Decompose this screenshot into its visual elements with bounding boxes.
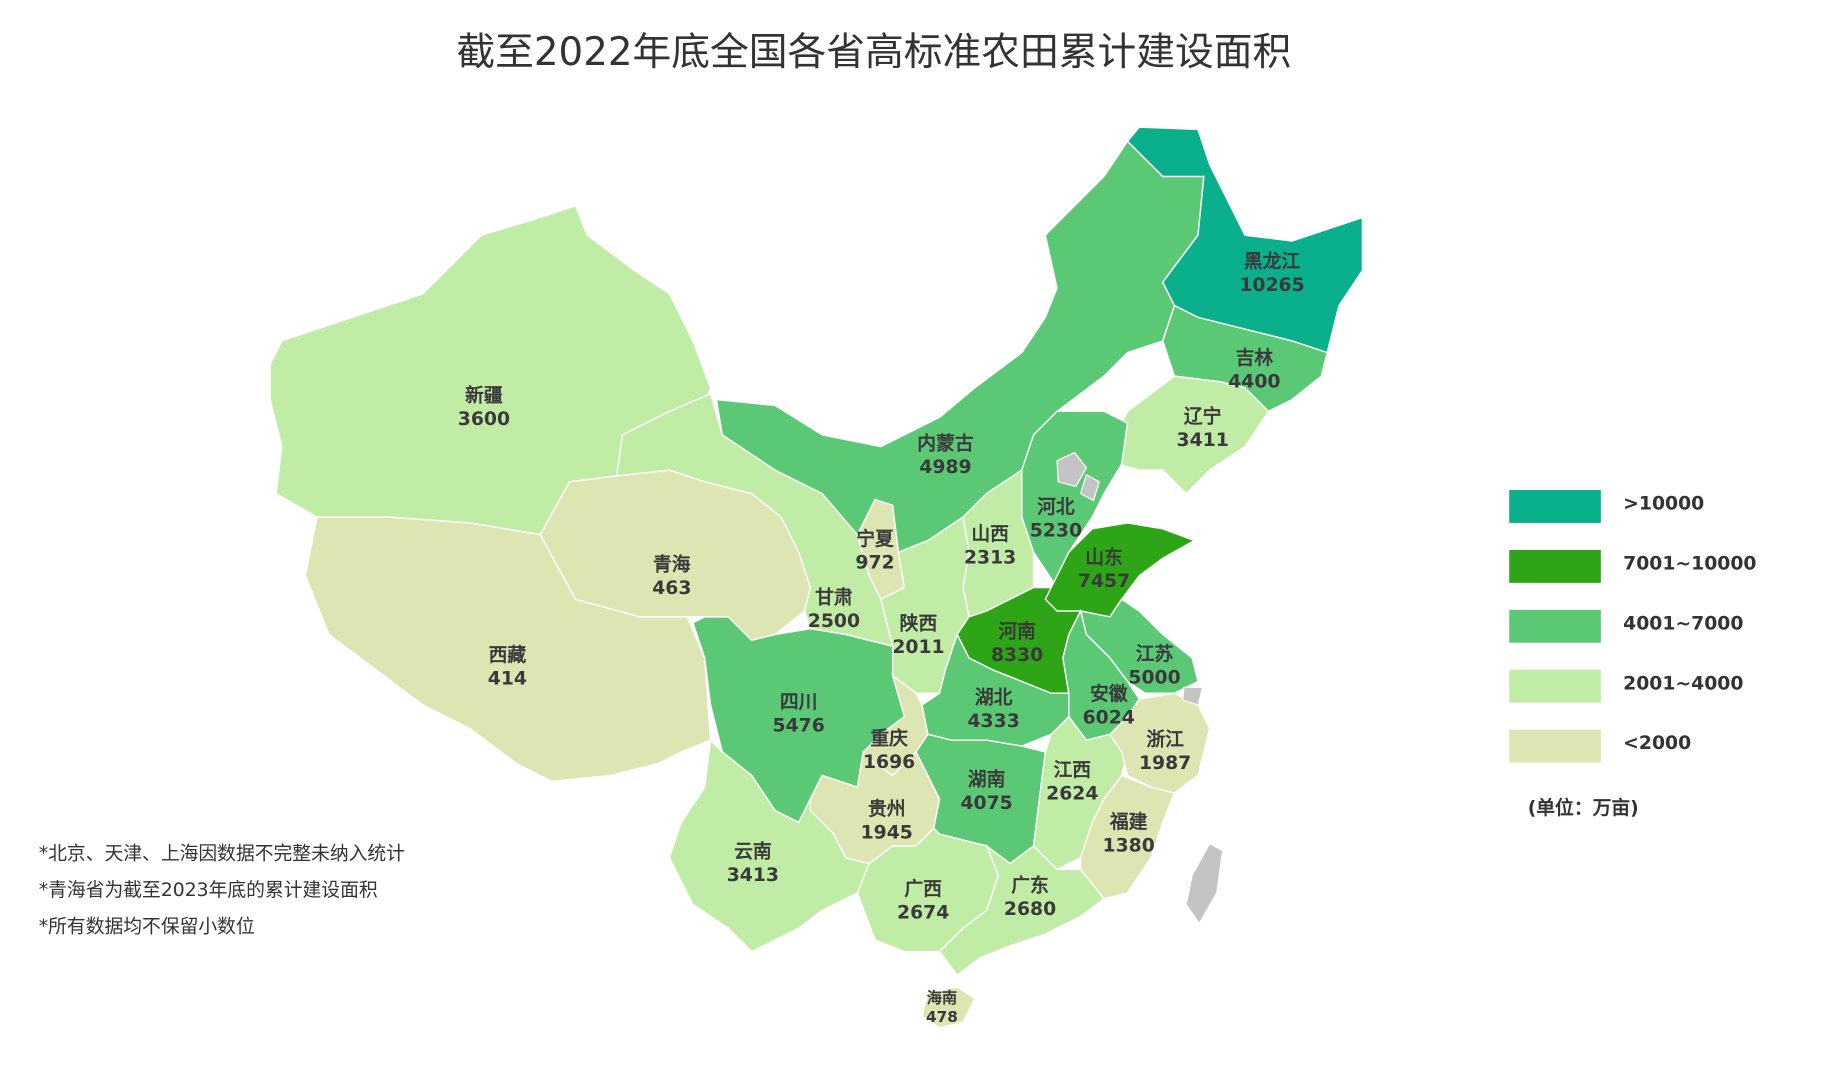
province-value: 1696 (863, 752, 915, 773)
province-value: 10265 (1239, 275, 1304, 296)
province-value: 4075 (960, 793, 1012, 814)
province-name: 湖北 (975, 686, 1013, 708)
province-value: 2624 (1046, 784, 1098, 805)
province-value: 1987 (1139, 753, 1191, 774)
legend-swatch (1509, 729, 1601, 763)
province-value: 2680 (1004, 899, 1056, 920)
province-name: 重庆 (870, 727, 908, 750)
province-name: 辽宁 (1184, 405, 1222, 428)
province-value: 3413 (727, 865, 779, 886)
beijing (1056, 451, 1088, 488)
legend-label: <2000 (1623, 733, 1691, 754)
province-value: 2011 (892, 637, 944, 658)
legend-swatch (1509, 490, 1601, 523)
province-name: 山西 (971, 523, 1009, 545)
province (921, 986, 976, 1029)
province-name: 新疆 (465, 384, 503, 407)
province-value: 4989 (919, 457, 971, 478)
province-value: 7457 (1078, 571, 1130, 592)
province (1079, 774, 1176, 900)
province-name: 浙江 (1146, 728, 1184, 751)
province-value: 1380 (1103, 835, 1155, 856)
legend-swatch (1509, 609, 1601, 643)
province-value: 6024 (1083, 707, 1135, 728)
province-value: 972 (855, 552, 894, 573)
province-value: 4400 (1228, 371, 1280, 392)
legend-label: >10000 (1623, 494, 1704, 515)
note: *北京、天津、上海因数据不完整未纳入统计 (39, 843, 405, 865)
regions (269, 126, 1364, 1029)
province-value: 4333 (967, 711, 1019, 732)
province-value: 8330 (991, 645, 1043, 666)
province-value: 5000 (1128, 667, 1180, 688)
legend-swatch (1509, 669, 1601, 703)
province-value: 414 (488, 669, 527, 690)
province-value: 5476 (773, 716, 825, 737)
province-name: 云南 (734, 840, 772, 862)
tianjin (1079, 473, 1101, 502)
legend-label: 7001~10000 (1623, 554, 1756, 575)
province-name: 西藏 (489, 643, 527, 666)
legend-swatch (1509, 549, 1601, 583)
province (1115, 375, 1270, 495)
province-name: 广西 (904, 877, 942, 900)
province (1108, 692, 1211, 794)
province-name: 内蒙古 (917, 432, 974, 455)
province-value: 3411 (1177, 430, 1229, 451)
province-name: 吉林 (1236, 346, 1274, 369)
province-value: 2674 (897, 902, 949, 923)
province-name: 河北 (1037, 496, 1075, 518)
province-value: 3600 (458, 409, 510, 430)
shanghai (1182, 686, 1204, 706)
title: 截至2022年底全国各省高标准农田累计建设面积 (456, 30, 1291, 75)
note: *所有数据均不保留小数位 (39, 915, 255, 937)
province-value: 463 (652, 578, 691, 599)
province-value: 478 (926, 1008, 958, 1026)
province-name: 福建 (1109, 810, 1148, 833)
province-name: 湖南 (968, 769, 1006, 791)
province-name: 海南 (927, 989, 958, 1007)
province-name: 甘肃 (815, 586, 853, 609)
province-name: 陕西 (900, 611, 938, 634)
legend-label: 4001~7000 (1623, 613, 1743, 634)
province-name: 河南 (998, 621, 1036, 643)
legend: >10000 7001~10000 4001~7000 2001~4000 <2000 (1509, 490, 1757, 763)
province-name: 黑龙江 (1244, 250, 1301, 273)
note: *青海省为截至2023年底的累计建设面积 (39, 879, 378, 901)
province-name: 江西 (1054, 759, 1092, 781)
province-name: 四川 (780, 692, 818, 713)
province-value: 5230 (1030, 521, 1082, 542)
province-value: 2500 (808, 611, 860, 632)
taiwan (1185, 842, 1224, 925)
province-value: 2313 (964, 548, 1016, 569)
province-name: 广东 (1011, 873, 1049, 896)
province-value: 1945 (861, 822, 913, 843)
province (938, 843, 1106, 977)
no-data-areas (1056, 451, 1224, 925)
province-name: 贵州 (868, 798, 906, 820)
province-name: 山东 (1085, 546, 1123, 569)
unit: (单位：万亩) (1528, 796, 1639, 819)
province-name: 江苏 (1136, 642, 1174, 665)
legend-label: 2001~4000 (1623, 673, 1743, 694)
province-name: 安徽 (1090, 682, 1128, 705)
province-name: 青海 (653, 553, 691, 576)
notes: *北京、天津、上海因数据不完整未纳入统计 *青海省为截至2023年底的累计建设面积… (39, 843, 405, 938)
province-name: 宁夏 (856, 527, 894, 550)
